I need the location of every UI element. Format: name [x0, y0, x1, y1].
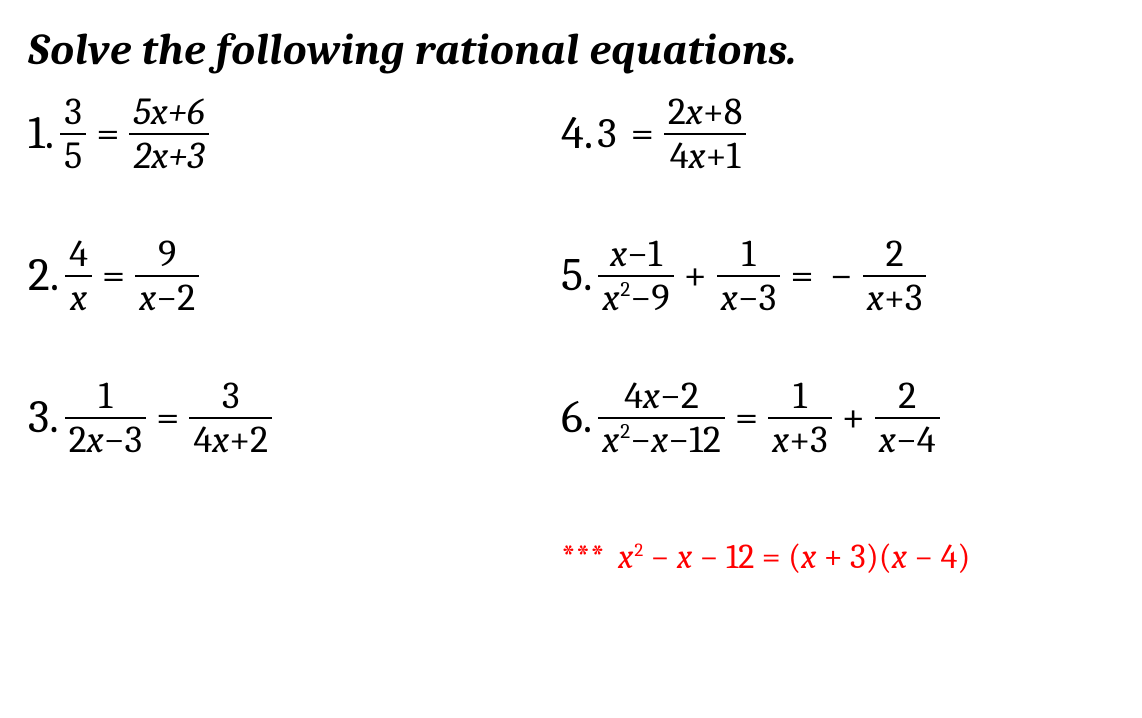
fraction-rhs: 5x+6 2x+3 — [129, 93, 208, 175]
numerator: 1 — [95, 377, 117, 415]
equals-sign: = — [156, 397, 179, 439]
denominator: x2−9 — [598, 279, 673, 317]
numerator: 4x−2 — [620, 377, 703, 415]
whole-number-lhs: 3 — [597, 113, 616, 155]
denominator: 4x+1 — [666, 137, 744, 175]
problem-6: 6. 4x−2 x2−x−12 = 1 x+3 + 2 x−4 — [561, 377, 1114, 459]
numerator: 5x+6 — [129, 93, 208, 131]
fraction-a: x−1 x2−9 — [598, 235, 673, 317]
numerator: 2 — [882, 235, 908, 273]
equals-sign: = — [96, 113, 119, 155]
minus-sign: − — [830, 255, 853, 297]
plus-sign: + — [842, 397, 865, 439]
problem-number: 2. — [28, 253, 59, 299]
equals-sign: = — [790, 255, 813, 297]
fraction-rhs: 9 x−2 — [135, 235, 199, 317]
problem-5: 5. x−1 x2−9 + 1 x−3 = − 2 x+3 — [561, 235, 1114, 317]
fraction-rhs: 3 4x+2 — [189, 377, 272, 459]
factoring-hint: *** x2 − x − 12 = (x + 3)(x − 4) — [561, 537, 1114, 577]
denominator: 5 — [60, 137, 86, 175]
denominator: x−4 — [875, 421, 940, 459]
plus-sign: + — [684, 255, 707, 297]
asterisks: *** — [561, 537, 605, 577]
numerator: 1 — [738, 235, 760, 273]
denominator: 2x−3 — [65, 421, 146, 459]
numerator: 4 — [65, 235, 92, 273]
problem-number: 4. — [561, 111, 593, 157]
denominator: x — [66, 279, 91, 317]
numerator: 9 — [154, 235, 180, 273]
problem-number: 6. — [561, 395, 592, 441]
problem-3: 3. 1 2x−3 = 3 4x+2 — [28, 377, 561, 459]
fraction-lhs: 1 2x−3 — [65, 377, 146, 459]
fraction-b: 1 x+3 — [768, 377, 832, 459]
problem-number: 5. — [561, 253, 592, 299]
denominator: x2−x−12 — [598, 421, 725, 459]
fraction-c: 2 x−4 — [875, 377, 940, 459]
fraction-lhs: 3 5 — [60, 93, 86, 175]
page-title: Solve the following rational equations. — [28, 24, 1114, 75]
numerator: 2x+8 — [664, 93, 746, 131]
fraction-a: 4x−2 x2−x−12 — [598, 377, 725, 459]
problem-number: 3. — [28, 395, 59, 441]
numerator: 3 — [218, 377, 244, 415]
numerator: x−1 — [606, 235, 666, 273]
right-column: 4. 3 = 2x+8 4x+1 5. x−1 x2−9 + 1 — [561, 93, 1114, 577]
denominator: 4x+2 — [189, 421, 272, 459]
left-column: 1. 3 5 = 5x+6 2x+3 2. 4 x — [28, 93, 561, 577]
columns: 1. 3 5 = 5x+6 2x+3 2. 4 x — [28, 93, 1114, 577]
equals-sign: = — [631, 113, 654, 155]
hint-text: − x − 12 = (x + 3)(x − 4) — [651, 537, 971, 577]
problem-4: 4. 3 = 2x+8 4x+1 — [561, 93, 1114, 175]
fraction-lhs: 4 x — [65, 235, 92, 317]
hint-lhs: x — [618, 537, 633, 577]
denominator: 2x+3 — [130, 137, 208, 175]
numerator: 2 — [894, 377, 920, 415]
equals-sign: = — [102, 255, 125, 297]
denominator: x−2 — [135, 279, 199, 317]
numerator: 1 — [789, 377, 811, 415]
fraction-b: 1 x−3 — [717, 235, 781, 317]
worksheet-page: Solve the following rational equations. … — [0, 0, 1142, 601]
problem-number: 1. — [28, 111, 54, 157]
numerator: 3 — [60, 93, 86, 131]
problem-1: 1. 3 5 = 5x+6 2x+3 — [28, 93, 561, 175]
denominator: x+3 — [863, 279, 927, 317]
problem-2: 2. 4 x = 9 x−2 — [28, 235, 561, 317]
denominator: x+3 — [768, 421, 832, 459]
denominator: x−3 — [717, 279, 781, 317]
fraction-c: 2 x+3 — [863, 235, 927, 317]
fraction-rhs: 2x+8 4x+1 — [664, 93, 746, 175]
equals-sign: = — [735, 397, 758, 439]
